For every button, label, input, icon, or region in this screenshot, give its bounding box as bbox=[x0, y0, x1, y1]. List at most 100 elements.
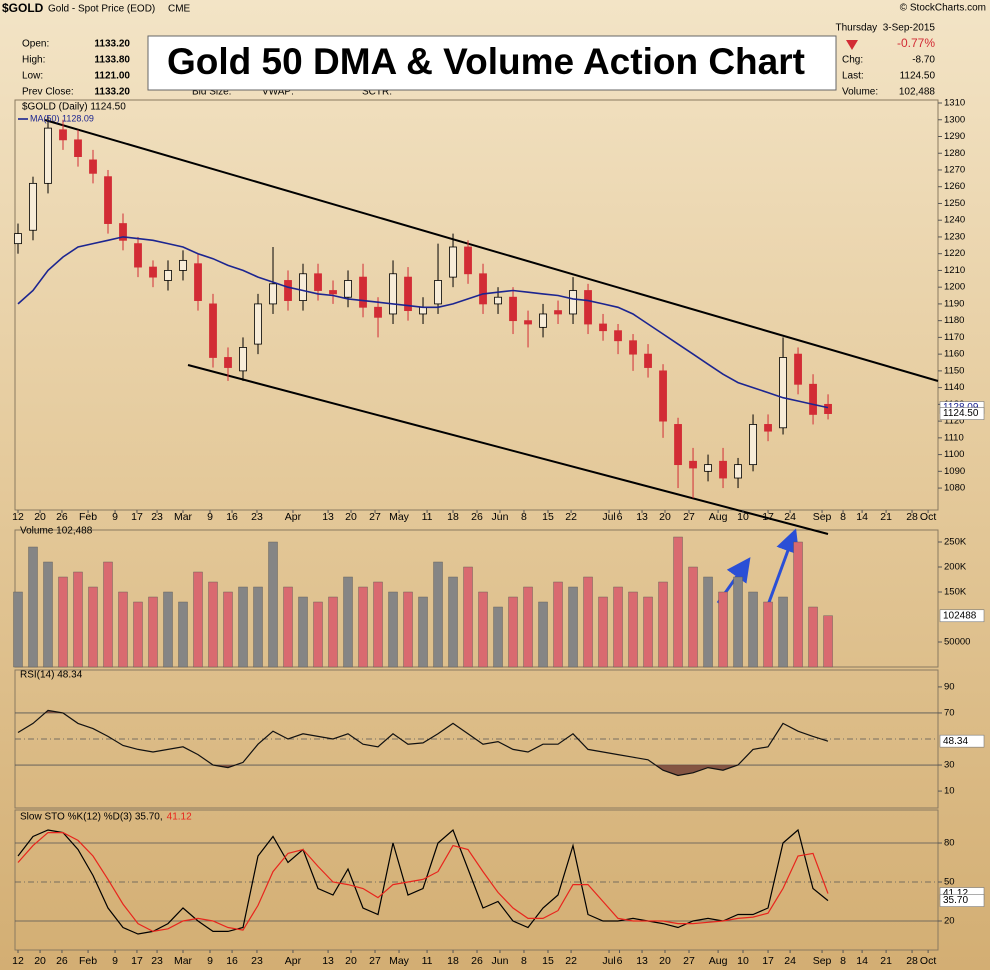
volume-bar bbox=[28, 546, 38, 668]
field-label: Bid Size: bbox=[192, 87, 231, 98]
candle-body bbox=[239, 347, 247, 372]
volume-bar bbox=[763, 601, 773, 668]
x-tick-label: Apr bbox=[285, 955, 302, 967]
x-tick-label: 12 bbox=[12, 511, 24, 523]
candle-body bbox=[614, 330, 622, 342]
volume-bar bbox=[583, 576, 593, 668]
x-tick-label: 26 bbox=[56, 511, 68, 523]
last-value-label: 48.34 bbox=[943, 736, 968, 747]
x-tick-label: 23 bbox=[151, 955, 163, 967]
x-tick-label: 9 bbox=[112, 511, 118, 523]
x-tick-label: 23 bbox=[251, 511, 263, 523]
x-tick-label: 27 bbox=[683, 955, 695, 967]
volume-bar bbox=[133, 601, 143, 668]
x-tick-label: 13 bbox=[322, 955, 334, 967]
volume-bar bbox=[313, 601, 323, 668]
candle-body bbox=[59, 129, 67, 141]
y-tick-label: 1120 bbox=[944, 416, 964, 427]
volume-bar bbox=[628, 591, 638, 668]
x-tick-label: 17 bbox=[131, 511, 143, 523]
x-tick-label: Jul bbox=[602, 955, 615, 967]
x-tick-label: 8 bbox=[521, 955, 527, 967]
candle-body bbox=[209, 303, 217, 358]
x-tick-label: 24 bbox=[784, 955, 796, 967]
candle-body bbox=[449, 246, 457, 278]
y-tick-label: 1100 bbox=[944, 449, 964, 460]
x-tick-label: 10 bbox=[737, 955, 749, 967]
candle-body bbox=[734, 464, 742, 479]
candle-body bbox=[764, 424, 772, 432]
volume-bar bbox=[808, 606, 818, 668]
volume-bar bbox=[613, 586, 623, 668]
ma-line bbox=[17, 236, 829, 409]
volume-bar bbox=[688, 566, 698, 668]
x-tick-label: Mar bbox=[174, 511, 193, 523]
candle-body bbox=[269, 283, 277, 305]
y-tick-label: 1270 bbox=[944, 164, 965, 175]
volume-bar bbox=[673, 536, 683, 668]
volume-bar bbox=[43, 561, 53, 668]
x-tick-label: 13 bbox=[636, 955, 648, 967]
x-tick-label: Jun bbox=[492, 955, 509, 967]
last-value-box bbox=[939, 894, 985, 907]
candle-body bbox=[494, 296, 502, 305]
candle-body bbox=[389, 273, 397, 315]
y-tick-label: 90 bbox=[944, 681, 955, 692]
volume-bar bbox=[418, 596, 428, 668]
volume-bar bbox=[13, 591, 23, 668]
candle-body bbox=[644, 353, 652, 368]
candle-body bbox=[464, 246, 472, 275]
x-tick-label: 9 bbox=[207, 955, 213, 967]
candle-body bbox=[809, 383, 817, 415]
field-label: Low: bbox=[22, 71, 43, 82]
field-value: 1121.00 bbox=[94, 71, 130, 82]
y-tick-label: 1210 bbox=[944, 265, 965, 276]
arrow bbox=[766, 528, 800, 606]
volume-bar bbox=[568, 586, 578, 668]
legend-entry: RSI(14) 48.34 bbox=[20, 670, 83, 681]
field-label: Last: bbox=[842, 71, 864, 82]
legend-entry: Slow STO %K(12) %D(3) 35.70, bbox=[20, 812, 163, 823]
x-tick-label: 27 bbox=[369, 511, 381, 523]
volume-bar bbox=[433, 561, 443, 668]
y-tick-label: 1250 bbox=[944, 198, 965, 209]
volume-bar bbox=[403, 591, 413, 668]
x-tick-label: Oct bbox=[920, 955, 936, 967]
candle-body bbox=[29, 182, 37, 231]
candle-body bbox=[194, 263, 202, 301]
candle-body bbox=[254, 303, 262, 345]
last-value-box bbox=[939, 407, 985, 420]
candle-body bbox=[119, 223, 127, 241]
x-tick-label: 26 bbox=[471, 955, 483, 967]
field-label: Volume: bbox=[842, 87, 878, 98]
y-tick-label: 1240 bbox=[944, 215, 965, 226]
volume-bar bbox=[328, 596, 338, 668]
x-tick-label: 22 bbox=[565, 955, 577, 967]
x-tick-label: Jun bbox=[492, 511, 509, 523]
x-tick-label: 17 bbox=[762, 511, 774, 523]
x-tick-label: Sep bbox=[813, 955, 832, 967]
volume-bar bbox=[73, 571, 83, 668]
candle-body bbox=[359, 276, 367, 308]
y-tick-label: 1150 bbox=[944, 365, 964, 376]
x-tick-label: 23 bbox=[151, 511, 163, 523]
x-tick-label: Feb bbox=[79, 955, 97, 967]
volume-bar bbox=[298, 596, 308, 668]
x-tick-label: 24 bbox=[784, 511, 796, 523]
last-value-label: 41.12 bbox=[943, 888, 968, 899]
candle-body bbox=[629, 340, 637, 355]
candle-body bbox=[314, 273, 322, 291]
price-panel bbox=[14, 99, 939, 511]
volume-bar bbox=[343, 576, 353, 668]
volume-bar bbox=[58, 576, 68, 668]
volume-bar bbox=[193, 571, 203, 668]
legend-entry: $GOLD (Daily) 1124.50 bbox=[22, 102, 126, 113]
x-tick-label: 28 bbox=[906, 955, 918, 967]
candle-body bbox=[404, 276, 412, 312]
candle-body bbox=[824, 403, 832, 414]
marks: Open: 1133.20 High: 1133.80 Low: 1121.00 Prev … bbox=[12, 39, 985, 967]
field-value: 1133.20 bbox=[94, 39, 130, 50]
volume-bar bbox=[238, 586, 248, 668]
candle-body bbox=[704, 464, 712, 472]
candle-body bbox=[284, 280, 292, 301]
